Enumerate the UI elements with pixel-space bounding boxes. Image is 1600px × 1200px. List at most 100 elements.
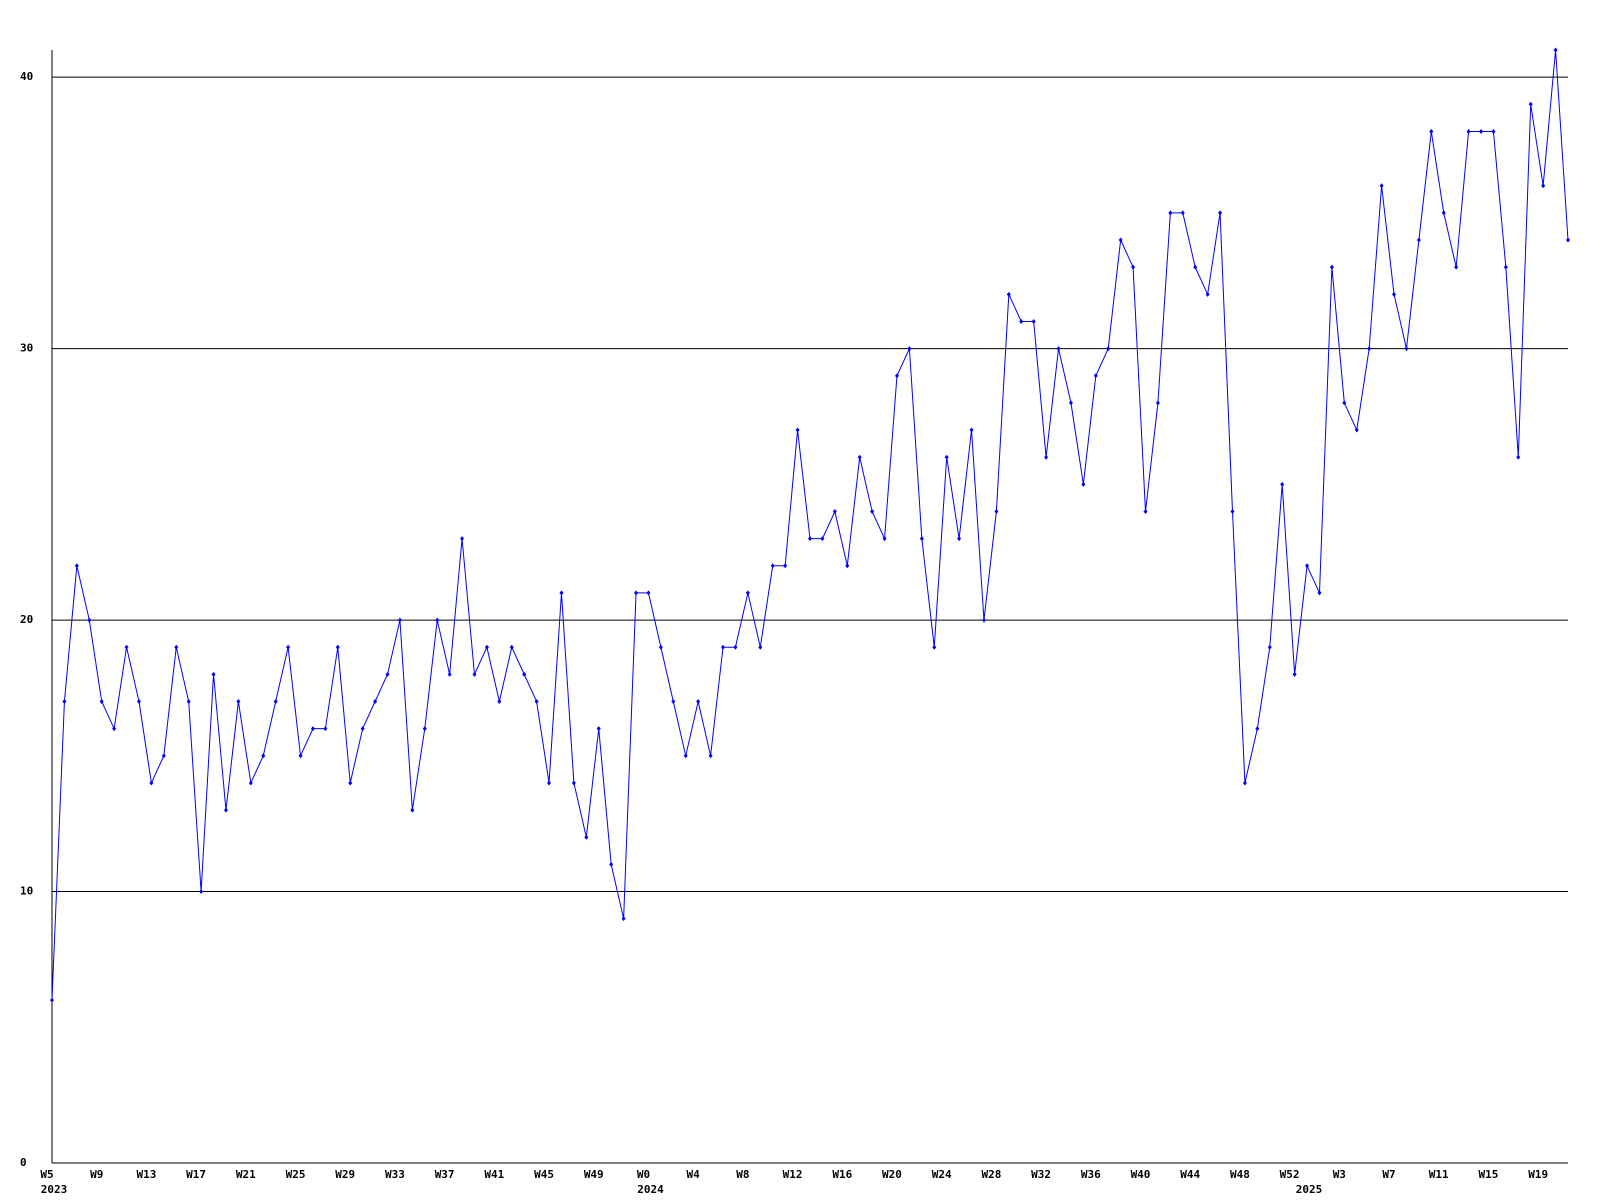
data-point xyxy=(547,780,552,786)
data-point xyxy=(1044,454,1049,460)
x-tick-label: W36 xyxy=(1081,1168,1101,1181)
data-point xyxy=(683,753,688,759)
data-point xyxy=(882,536,887,542)
data-point xyxy=(1280,481,1285,487)
data-point xyxy=(733,644,738,650)
data-point xyxy=(1342,400,1347,406)
data-point xyxy=(509,644,514,650)
data-point xyxy=(422,726,427,732)
data-point xyxy=(1553,47,1558,53)
data-point xyxy=(832,508,837,514)
data-point xyxy=(571,780,576,786)
data-point xyxy=(820,536,825,542)
data-point xyxy=(646,590,651,596)
data-point xyxy=(907,346,912,352)
year-label: 2025 xyxy=(1296,1183,1323,1196)
data-point xyxy=(1317,590,1322,596)
data-point xyxy=(410,807,415,813)
data-point xyxy=(1006,291,1011,297)
data-point xyxy=(1441,210,1446,216)
data-point xyxy=(1168,210,1173,216)
data-point xyxy=(1503,264,1508,270)
x-tick-label: W7 xyxy=(1382,1168,1395,1181)
data-point xyxy=(186,699,191,705)
x-tick-label: W41 xyxy=(484,1168,504,1181)
data-point xyxy=(1329,264,1334,270)
y-tick-label: 40 xyxy=(20,70,33,83)
data-point xyxy=(634,590,639,596)
data-point xyxy=(1068,400,1073,406)
data-line xyxy=(51,49,1569,1001)
y-tick-label: 30 xyxy=(20,342,33,355)
data-point xyxy=(783,563,788,569)
x-tick-label: W29 xyxy=(335,1168,355,1181)
data-point xyxy=(484,644,489,650)
x-tick-label: W48 xyxy=(1230,1168,1250,1181)
data-point xyxy=(758,644,763,650)
x-tick-label: W49 xyxy=(584,1168,604,1181)
data-point xyxy=(1479,128,1484,134)
data-point xyxy=(621,916,626,922)
data-point xyxy=(348,780,353,786)
data-point xyxy=(236,699,241,705)
data-point xyxy=(447,671,452,677)
x-tick-label: W40 xyxy=(1131,1168,1151,1181)
x-tick-label: W33 xyxy=(385,1168,405,1181)
data-point xyxy=(286,644,291,650)
year-label: 2024 xyxy=(637,1183,664,1196)
data-point xyxy=(335,644,340,650)
data-point xyxy=(770,563,775,569)
data-point xyxy=(1118,237,1123,243)
data-point xyxy=(534,699,539,705)
x-tick-label: W0 xyxy=(637,1168,650,1181)
data-point xyxy=(1404,346,1409,352)
data-point xyxy=(174,644,179,650)
data-point xyxy=(1255,726,1260,732)
data-point xyxy=(112,726,117,732)
data-point xyxy=(1416,237,1421,243)
data-point xyxy=(808,536,812,542)
data-point xyxy=(1367,346,1372,352)
data-point xyxy=(745,590,750,596)
x-tick-label: W32 xyxy=(1031,1168,1051,1181)
data-point xyxy=(1180,210,1185,216)
data-point xyxy=(1454,264,1459,270)
x-tick-label: W37 xyxy=(435,1168,455,1181)
data-point xyxy=(721,644,726,650)
x-tick-label: W11 xyxy=(1429,1168,1449,1181)
x-tick-label: W15 xyxy=(1479,1168,1499,1181)
data-point xyxy=(845,563,850,569)
data-point xyxy=(360,726,365,732)
data-point xyxy=(994,508,999,514)
x-tick-label: W12 xyxy=(783,1168,803,1181)
x-tick-label: W5 xyxy=(40,1168,53,1181)
data-point xyxy=(658,644,663,650)
data-point xyxy=(124,644,129,650)
data-point xyxy=(1516,454,1521,460)
data-point xyxy=(1143,508,1148,514)
x-tick-label: W52 xyxy=(1280,1168,1300,1181)
data-point xyxy=(323,726,328,732)
data-point xyxy=(944,454,949,460)
data-point xyxy=(261,753,266,759)
data-point xyxy=(522,671,527,677)
x-tick-label: W28 xyxy=(981,1168,1001,1181)
data-point xyxy=(74,563,79,569)
x-tick-label: W17 xyxy=(186,1168,206,1181)
x-tick-label: W13 xyxy=(136,1168,156,1181)
data-point xyxy=(385,671,390,677)
data-point xyxy=(1566,237,1570,243)
data-point xyxy=(981,617,986,623)
data-point xyxy=(894,373,899,379)
data-point xyxy=(957,536,962,542)
data-point xyxy=(161,753,166,759)
data-point xyxy=(273,699,278,705)
data-point xyxy=(919,536,924,542)
data-point xyxy=(1193,264,1198,270)
data-point xyxy=(199,889,204,895)
data-point xyxy=(1354,427,1359,433)
data-point xyxy=(298,753,303,759)
data-point xyxy=(1093,373,1098,379)
data-point xyxy=(870,508,875,514)
